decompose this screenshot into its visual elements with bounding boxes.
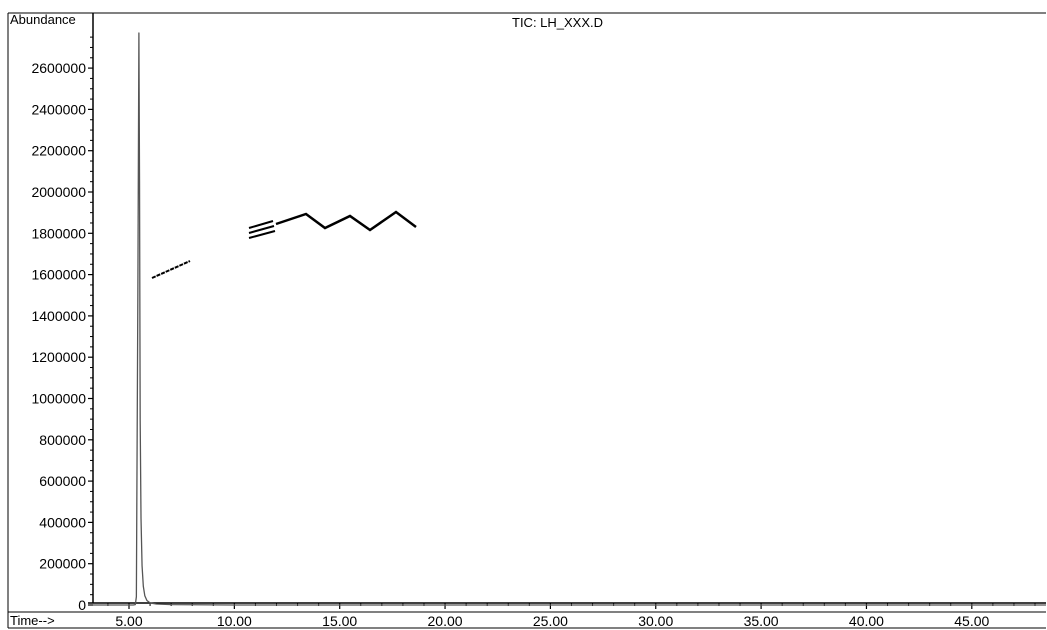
y-tick-label: 1600000 — [31, 267, 86, 283]
tic-series-line — [93, 32, 1046, 606]
x-tick-label: 45.00 — [954, 613, 989, 629]
structure-zigzag-chain — [275, 210, 417, 232]
y-tick-label: 1400000 — [31, 308, 86, 324]
y-tick-label: 2200000 — [31, 143, 86, 159]
y-tick-label: 0 — [78, 597, 86, 613]
y-tick-label: 2400000 — [31, 101, 86, 117]
y-axis: 0 200000 400000 600000 800000 1000000 1200000 1… — [31, 36, 93, 613]
series-layer — [93, 32, 1046, 606]
x-axis-title: Time--> — [10, 613, 55, 628]
x-tick-label: 20.00 — [428, 613, 463, 629]
x-tick-label: 15.00 — [322, 613, 357, 629]
y-tick-label: 1800000 — [31, 225, 86, 241]
y-tick-label: 2600000 — [31, 60, 86, 76]
x-tick-label: 35.00 — [744, 613, 779, 629]
molecule-structure-drawing — [151, 210, 417, 279]
structure-triple-bond-3 — [248, 230, 276, 239]
chart-title: TIC: LH_XXX.D — [512, 15, 603, 30]
y-tick-label: 800000 — [39, 432, 86, 448]
x-tick-label: 25.00 — [533, 613, 568, 629]
y-tick-label: 2000000 — [31, 184, 86, 200]
y-tick-label: 400000 — [39, 514, 86, 530]
y-tick-label: 1200000 — [31, 349, 86, 365]
y-axis-title: Abundance — [10, 12, 76, 27]
y-tick-label: 1000000 — [31, 391, 86, 407]
plot-frame — [7, 12, 1046, 629]
x-tick-label: 10.00 — [217, 613, 252, 629]
structure-triple-bond-1 — [248, 220, 274, 229]
x-tick-label: 5.00 — [115, 613, 142, 629]
x-tick-label: 40.00 — [849, 613, 884, 629]
structure-dashed-bond — [151, 260, 191, 279]
x-axis: 5.00 10.00 15.00 20.00 25.00 30.00 35.00 40.00 4… — [107, 603, 1036, 629]
y-tick-label: 600000 — [39, 473, 86, 489]
y-tick-label: 200000 — [39, 556, 86, 572]
x-tick-label: 30.00 — [638, 613, 673, 629]
structure-triple-bond-2 — [248, 225, 275, 234]
